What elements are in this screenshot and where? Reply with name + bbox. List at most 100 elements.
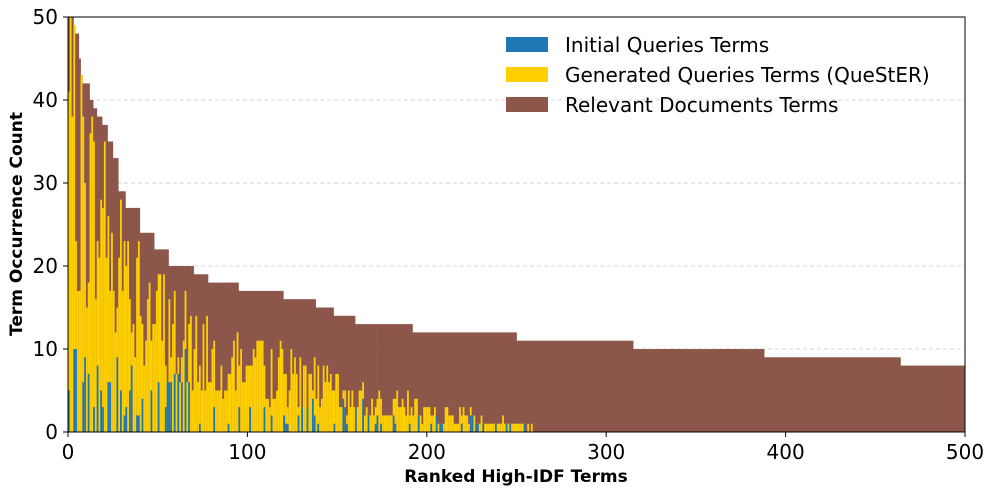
bar-initial-term-12 xyxy=(87,373,90,432)
bar-generated-term-84 xyxy=(216,390,220,432)
bar-relevant-term-44 xyxy=(145,232,148,432)
bar-relevant-term-380 xyxy=(747,349,751,432)
bar-relevant-term-136 xyxy=(310,299,313,432)
bar-relevant-term-352 xyxy=(697,349,700,432)
bar-relevant-term-287 xyxy=(581,340,584,432)
bar-relevant-term-443 xyxy=(860,357,864,432)
bar-relevant-term-308 xyxy=(618,340,621,432)
bar-relevant-term-336 xyxy=(668,349,672,432)
bar-relevant-term-368 xyxy=(726,349,729,432)
bar-relevant-term-365 xyxy=(721,349,724,432)
bar-generated-term-230 xyxy=(478,423,481,432)
bar-initial-term-1 xyxy=(68,390,71,432)
bar-generated-term-153 xyxy=(340,407,343,432)
bar-relevant-term-231 xyxy=(480,332,483,432)
bar-relevant-term-421 xyxy=(821,357,824,432)
bar-relevant-term-481 xyxy=(929,365,932,432)
bar-relevant-term-219 xyxy=(459,332,462,432)
bar-initial-term-208 xyxy=(439,423,442,432)
bar-relevant-term-257 xyxy=(527,340,530,432)
bar-generated-term-186 xyxy=(399,407,403,432)
bar-generated-term-92 xyxy=(231,357,234,432)
bar-relevant-term-210 xyxy=(442,332,446,432)
bar-initial-term-122 xyxy=(285,423,288,432)
bar-generated-term-20 xyxy=(102,207,105,432)
bar-generated-term-150 xyxy=(335,373,338,432)
bar-relevant-term-407 xyxy=(796,357,799,432)
bar-generated-term-187 xyxy=(401,398,404,432)
bar-relevant-term-290 xyxy=(586,340,589,432)
bar-generated-term-234 xyxy=(486,423,489,432)
bar-relevant-term-494 xyxy=(952,365,955,432)
bar-generated-term-122 xyxy=(285,373,288,432)
x-axis-title: Ranked High-IDF Terms xyxy=(404,467,628,487)
bar-generated-term-227 xyxy=(473,415,476,432)
bar-relevant-term-326 xyxy=(651,349,654,432)
bar-relevant-term-203 xyxy=(430,332,433,432)
bar-generated-term-242 xyxy=(500,423,503,432)
bar-relevant-term-62 xyxy=(177,266,180,432)
bar-generated-term-43 xyxy=(143,365,146,432)
bar-initial-term-32 xyxy=(123,415,126,432)
bar-generated-term-113 xyxy=(268,407,272,432)
bar-generated-term-13 xyxy=(89,133,92,432)
bar-relevant-term-186 xyxy=(399,324,403,432)
bar-relevant-term-230 xyxy=(478,332,481,432)
bar-relevant-term-393 xyxy=(771,357,774,432)
bar-relevant-term-221 xyxy=(462,332,465,432)
bar-relevant-term-399 xyxy=(782,357,785,432)
bar-generated-term-200 xyxy=(425,407,428,432)
bar-relevant-term-131 xyxy=(301,299,304,432)
bar-relevant-term-126 xyxy=(292,299,295,432)
bar-relevant-term-337 xyxy=(670,349,673,432)
bar-relevant-term-152 xyxy=(338,315,342,432)
bar-generated-term-89 xyxy=(225,390,229,432)
bar-initial-term-172 xyxy=(374,423,377,432)
bar-generated-term-105 xyxy=(254,357,257,432)
bar-relevant-term-406 xyxy=(794,357,797,432)
bar-relevant-term-223 xyxy=(466,332,469,432)
bar-relevant-term-7 xyxy=(78,58,81,432)
bar-initial-term-121 xyxy=(283,415,286,432)
bar-generated-term-87 xyxy=(222,398,225,432)
bar-initial-term-173 xyxy=(376,415,379,432)
bar-relevant-term-137 xyxy=(311,299,315,432)
bar-generated-term-167 xyxy=(365,407,368,432)
y-tick-label-0: 0 xyxy=(45,420,58,444)
bar-generated-term-65 xyxy=(182,340,185,432)
bar-relevant-term-61 xyxy=(175,266,178,432)
bar-generated-term-160 xyxy=(353,407,356,432)
bar-relevant-term-281 xyxy=(570,340,573,432)
bar-generated-term-10 xyxy=(84,183,87,432)
bar-initial-term-28 xyxy=(116,357,119,432)
bar-generated-term-130 xyxy=(299,357,302,432)
bar-relevant-term-204 xyxy=(432,332,435,432)
bar-relevant-term-218 xyxy=(457,332,460,432)
bar-generated-term-86 xyxy=(220,365,223,432)
bar-generated-term-199 xyxy=(423,407,426,432)
bar-relevant-term-309 xyxy=(620,340,623,432)
bar-relevant-term-484 xyxy=(934,365,937,432)
bar-relevant-term-434 xyxy=(844,357,847,432)
bar-generated-term-42 xyxy=(141,324,144,432)
bar-relevant-term-208 xyxy=(439,332,442,432)
bar-relevant-term-381 xyxy=(749,349,752,432)
bar-relevant-term-371 xyxy=(731,349,734,432)
bar-generated-term-149 xyxy=(333,390,336,432)
bar-relevant-term-225 xyxy=(469,332,472,432)
bar-relevant-term-432 xyxy=(841,357,844,432)
bar-relevant-term-201 xyxy=(426,332,429,432)
bar-generated-term-31 xyxy=(121,290,124,432)
bar-relevant-term-416 xyxy=(812,357,815,432)
y-tick-label-40: 40 xyxy=(33,88,58,112)
bar-relevant-term-202 xyxy=(428,332,431,432)
bar-generated-term-135 xyxy=(308,373,311,432)
bar-generated-term-85 xyxy=(218,390,221,432)
bar-generated-term-138 xyxy=(313,357,316,432)
bar-relevant-term-419 xyxy=(817,357,821,432)
bar-relevant-term-283 xyxy=(573,340,577,432)
bar-relevant-term-279 xyxy=(566,340,569,432)
bar-generated-term-26 xyxy=(112,290,115,432)
bar-generated-term-104 xyxy=(252,349,255,432)
bar-relevant-term-497 xyxy=(957,365,960,432)
